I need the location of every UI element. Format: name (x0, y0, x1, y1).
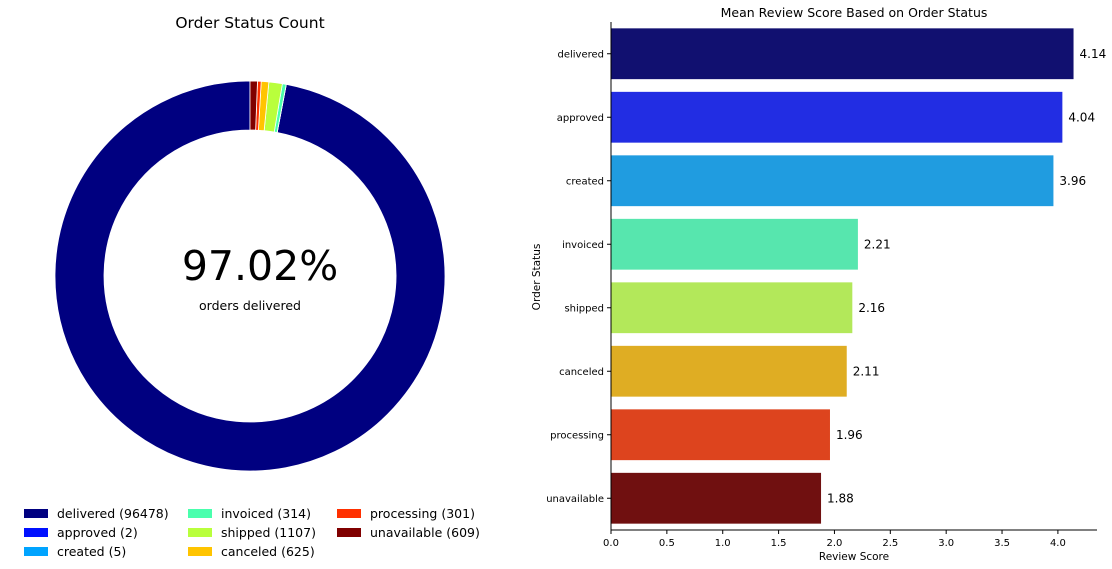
y-tick-label-invoiced: invoiced (562, 240, 604, 251)
legend-label-unavailable: unavailable (609) (370, 525, 480, 540)
legend-item-processing: processing (301) (337, 504, 475, 523)
legend-swatch-canceled (188, 547, 212, 556)
legend-label-canceled: canceled (625) (221, 544, 315, 559)
x-axis-label: Review Score (819, 551, 889, 563)
legend-swatch-unavailable (337, 528, 361, 537)
donut-chart-title: Order Status Count (175, 14, 324, 32)
legend-item-shipped: shipped (1107) (188, 523, 316, 542)
legend-label-approved: approved (2) (57, 525, 138, 540)
donut-legend: delivered (96478) approved (2) created (5)… (24, 504, 504, 564)
y-tick-label-canceled: canceled (559, 367, 604, 378)
bar-delivered (611, 28, 1074, 80)
x-tick-label: 0.0 (603, 538, 619, 549)
y-tick-label-approved: approved (557, 113, 604, 124)
bar-unavailable (611, 472, 822, 524)
bar-canceled (611, 345, 847, 397)
bar-value-label-canceled: 2.11 (853, 364, 880, 378)
legend-swatch-processing (337, 509, 361, 518)
bar-value-label-processing: 1.96 (836, 428, 863, 442)
x-tick-label: 2.5 (882, 538, 898, 549)
bar-value-label-shipped: 2.16 (858, 301, 885, 315)
x-tick-label: 4.0 (1050, 538, 1066, 549)
donut-center-label: orders delivered (199, 298, 301, 313)
legend-swatch-invoiced (188, 509, 212, 518)
x-tick-label: 3.5 (994, 538, 1010, 549)
legend-item-canceled: canceled (625) (188, 542, 315, 561)
legend-swatch-delivered (24, 509, 48, 518)
bar-invoiced (611, 218, 858, 270)
donut-center-value: 97.02% (182, 242, 338, 290)
bar-value-label-approved: 4.04 (1068, 110, 1095, 124)
bar-value-label-unavailable: 1.88 (827, 491, 854, 505)
donut-slice-delivered (54, 80, 446, 472)
bar-value-label-created: 3.96 (1059, 174, 1086, 188)
bar-value-label-delivered: 4.14 (1080, 47, 1107, 61)
order-status-donut-chart: Order Status Count 97.02% orders deliver… (54, 14, 446, 472)
legend-label-invoiced: invoiced (314) (221, 506, 311, 521)
bar-chart-title: Mean Review Score Based on Order Status (721, 5, 988, 20)
x-tick-label: 1.5 (771, 538, 787, 549)
legend-item-invoiced: invoiced (314) (188, 504, 311, 523)
bar-processing (611, 409, 830, 461)
x-tick-label: 1.0 (715, 538, 731, 549)
legend-label-delivered: delivered (96478) (57, 506, 169, 521)
legend-swatch-approved (24, 528, 48, 537)
y-tick-label-shipped: shipped (564, 303, 604, 314)
bar-value-label-invoiced: 2.21 (864, 237, 891, 251)
legend-item-delivered: delivered (96478) (24, 504, 169, 523)
legend-label-created: created (5) (57, 544, 127, 559)
legend-item-approved: approved (2) (24, 523, 138, 542)
legend-item-unavailable: unavailable (609) (337, 523, 480, 542)
y-tick-label-delivered: delivered (557, 49, 604, 60)
legend-label-processing: processing (301) (370, 506, 475, 521)
legend-item-created: created (5) (24, 542, 126, 561)
review-score-bar-chart: Mean Review Score Based on Order Status … (531, 5, 1107, 563)
legend-swatch-created (24, 547, 48, 556)
legend-label-shipped: shipped (1107) (221, 525, 316, 540)
x-tick-label: 2.0 (826, 538, 842, 549)
bar-created (611, 155, 1054, 207)
x-tick-label: 3.0 (938, 538, 954, 549)
legend-swatch-shipped (188, 528, 212, 537)
x-tick-label: 0.5 (659, 538, 675, 549)
y-axis-label: Order Status (531, 244, 543, 311)
bar-approved (611, 91, 1063, 143)
donut-slice-unavailable (249, 80, 258, 131)
y-tick-label-created: created (566, 176, 604, 187)
y-tick-label-processing: processing (550, 430, 604, 441)
y-tick-label-unavailable: unavailable (546, 494, 604, 505)
bar-shipped (611, 282, 853, 334)
